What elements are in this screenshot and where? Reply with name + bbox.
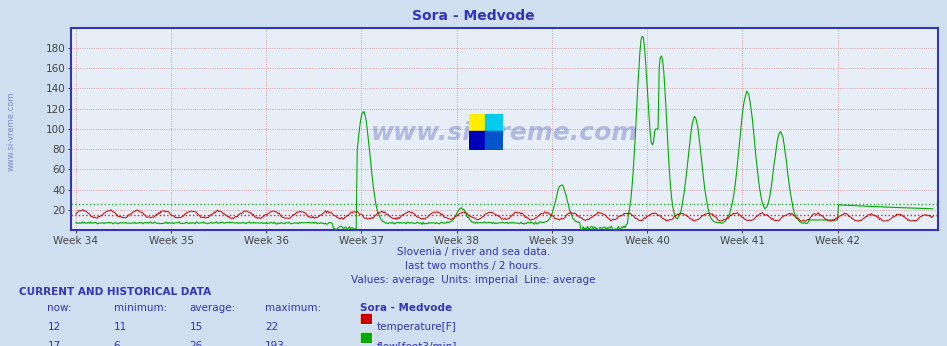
Text: flow[foot3/min]: flow[foot3/min]: [377, 342, 457, 346]
Text: 17: 17: [47, 342, 61, 346]
Text: temperature[F]: temperature[F]: [377, 322, 456, 333]
Text: Sora - Medvode: Sora - Medvode: [412, 9, 535, 22]
Text: CURRENT AND HISTORICAL DATA: CURRENT AND HISTORICAL DATA: [19, 287, 211, 297]
Text: 12: 12: [47, 322, 61, 333]
Text: www.si-vreme.com: www.si-vreme.com: [370, 121, 638, 145]
Text: 26: 26: [189, 342, 203, 346]
Text: 15: 15: [189, 322, 203, 333]
Text: 6: 6: [114, 342, 120, 346]
Text: Slovenia / river and sea data.: Slovenia / river and sea data.: [397, 247, 550, 257]
Text: last two months / 2 hours.: last two months / 2 hours.: [405, 261, 542, 271]
Text: Values: average  Units: imperial  Line: average: Values: average Units: imperial Line: av…: [351, 275, 596, 285]
Text: average:: average:: [189, 303, 236, 313]
Text: 22: 22: [265, 322, 278, 333]
Text: 193: 193: [265, 342, 285, 346]
Text: maximum:: maximum:: [265, 303, 321, 313]
Text: www.si-vreme.com: www.si-vreme.com: [7, 92, 16, 171]
Text: minimum:: minimum:: [114, 303, 167, 313]
Text: 11: 11: [114, 322, 127, 333]
Text: Sora - Medvode: Sora - Medvode: [360, 303, 452, 313]
Text: now:: now:: [47, 303, 72, 313]
